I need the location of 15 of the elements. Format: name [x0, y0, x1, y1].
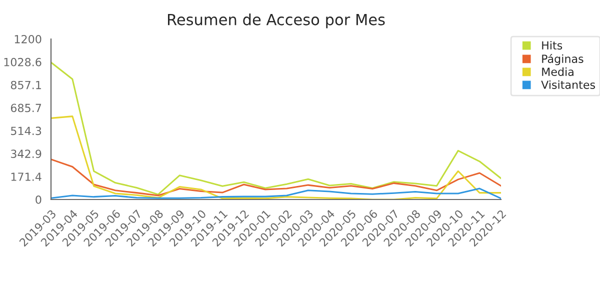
line-series: [51, 62, 501, 196]
line-series: [51, 158, 501, 196]
y-tick-label: 342.9: [11, 150, 42, 158]
legend-label: Media: [542, 67, 574, 76]
y-tick-label: 514.3: [11, 126, 42, 136]
chart-title: Resumen de Acceso por Mes: [168, 14, 385, 28]
legend-label: Visitantes: [541, 80, 596, 89]
y-tick-label: 1028.6: [4, 58, 42, 66]
legend-label: Hits: [542, 40, 562, 50]
y-tick-label: 0: [36, 195, 42, 204]
y-tick-label: 1200: [14, 34, 42, 44]
y-tick-label: 685.7: [10, 104, 42, 112]
legend-label: Páginas: [542, 54, 584, 66]
y-tick-label: 857.1: [10, 80, 41, 90]
y-tick-label: 171.4: [11, 172, 42, 181]
